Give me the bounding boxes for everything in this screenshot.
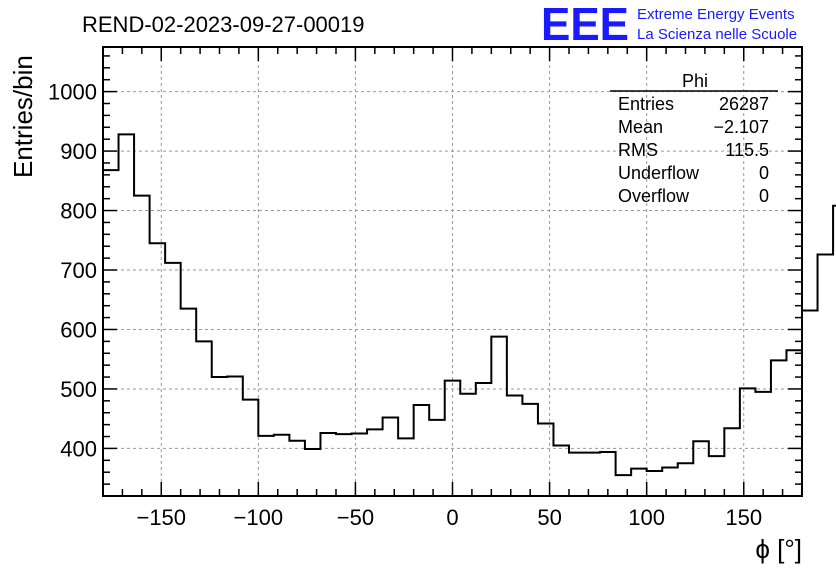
stats-value-mean: −2.107 <box>713 117 769 137</box>
y-tick-label: 500 <box>60 377 97 402</box>
axis-ticks <box>102 47 803 496</box>
stats-value-underflow: 0 <box>759 163 769 183</box>
x-tick-label: 150 <box>725 505 762 530</box>
logo-line-1: Extreme Energy Events <box>637 6 795 23</box>
stats-box: Phi Entries 26287 Mean −2.107 RMS 115.5 … <box>610 71 778 206</box>
grid-lines <box>103 47 802 496</box>
plot-title: REND-02-2023-09-27-00019 <box>82 12 365 37</box>
stats-box-title: Phi <box>682 71 708 91</box>
y-tick-label: 600 <box>60 317 97 342</box>
histogram-series-line <box>103 133 836 477</box>
x-tick-label: −150 <box>136 505 186 530</box>
logo-line-2: La Scienza nelle Scuole <box>637 26 797 43</box>
stats-label-rms: RMS <box>618 140 658 160</box>
y-tick-label: 800 <box>60 199 97 224</box>
stats-value-entries: 26287 <box>719 94 769 114</box>
x-tick-label: 0 <box>446 505 458 530</box>
stats-label-overflow: Overflow <box>618 186 690 206</box>
stats-value-overflow: 0 <box>759 186 769 206</box>
stats-label-entries: Entries <box>618 94 674 114</box>
eee-logo-letters: EEE <box>541 0 629 50</box>
y-tick-label: 700 <box>60 258 97 283</box>
x-tick-label: 100 <box>628 505 665 530</box>
x-tick-label: −50 <box>337 505 374 530</box>
stats-label-mean: Mean <box>618 117 663 137</box>
stats-label-underflow: Underflow <box>618 163 700 183</box>
y-tick-labels: 400 500 600 700 800 900 1000 <box>48 80 97 462</box>
y-axis-title: Entries/bin <box>8 55 38 178</box>
x-tick-label: 50 <box>537 505 561 530</box>
x-tick-labels: −150 −100 −50 0 50 100 150 <box>136 505 762 530</box>
x-axis-title: ϕ [°] <box>755 534 802 564</box>
eee-logo: EEE Extreme Energy Events La Scienza nel… <box>541 0 797 50</box>
y-tick-label: 400 <box>60 436 97 461</box>
stats-value-rms: 115.5 <box>725 140 769 160</box>
y-tick-label: 900 <box>60 139 97 164</box>
x-tick-label: −100 <box>234 505 284 530</box>
y-tick-label: 1000 <box>48 80 97 105</box>
